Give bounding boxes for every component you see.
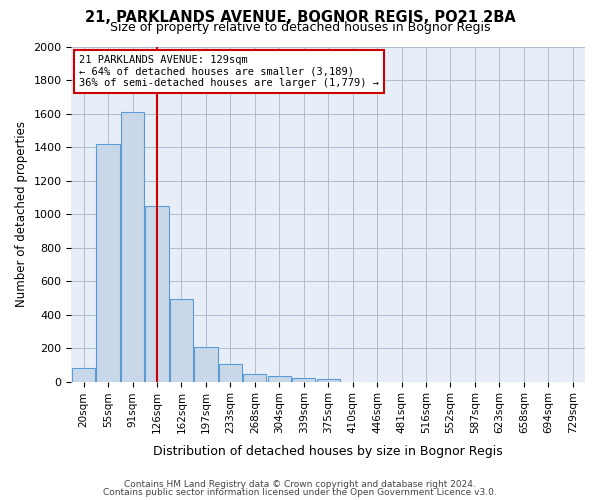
- Bar: [194, 347, 218, 382]
- X-axis label: Distribution of detached houses by size in Bognor Regis: Distribution of detached houses by size …: [154, 444, 503, 458]
- Bar: [292, 378, 316, 382]
- Y-axis label: Number of detached properties: Number of detached properties: [15, 121, 28, 307]
- Text: Contains HM Land Registry data © Crown copyright and database right 2024.: Contains HM Land Registry data © Crown c…: [124, 480, 476, 489]
- Bar: [268, 376, 291, 382]
- Text: Contains public sector information licensed under the Open Government Licence v3: Contains public sector information licen…: [103, 488, 497, 497]
- Bar: [243, 374, 266, 382]
- Text: 21, PARKLANDS AVENUE, BOGNOR REGIS, PO21 2BA: 21, PARKLANDS AVENUE, BOGNOR REGIS, PO21…: [85, 10, 515, 25]
- Bar: [72, 368, 95, 382]
- Bar: [219, 364, 242, 382]
- Bar: [317, 379, 340, 382]
- Bar: [121, 112, 144, 382]
- Text: Size of property relative to detached houses in Bognor Regis: Size of property relative to detached ho…: [110, 21, 490, 34]
- Text: 21 PARKLANDS AVENUE: 129sqm
← 64% of detached houses are smaller (3,189)
36% of : 21 PARKLANDS AVENUE: 129sqm ← 64% of det…: [79, 55, 379, 88]
- Bar: [170, 300, 193, 382]
- Bar: [145, 206, 169, 382]
- Bar: [97, 144, 120, 382]
